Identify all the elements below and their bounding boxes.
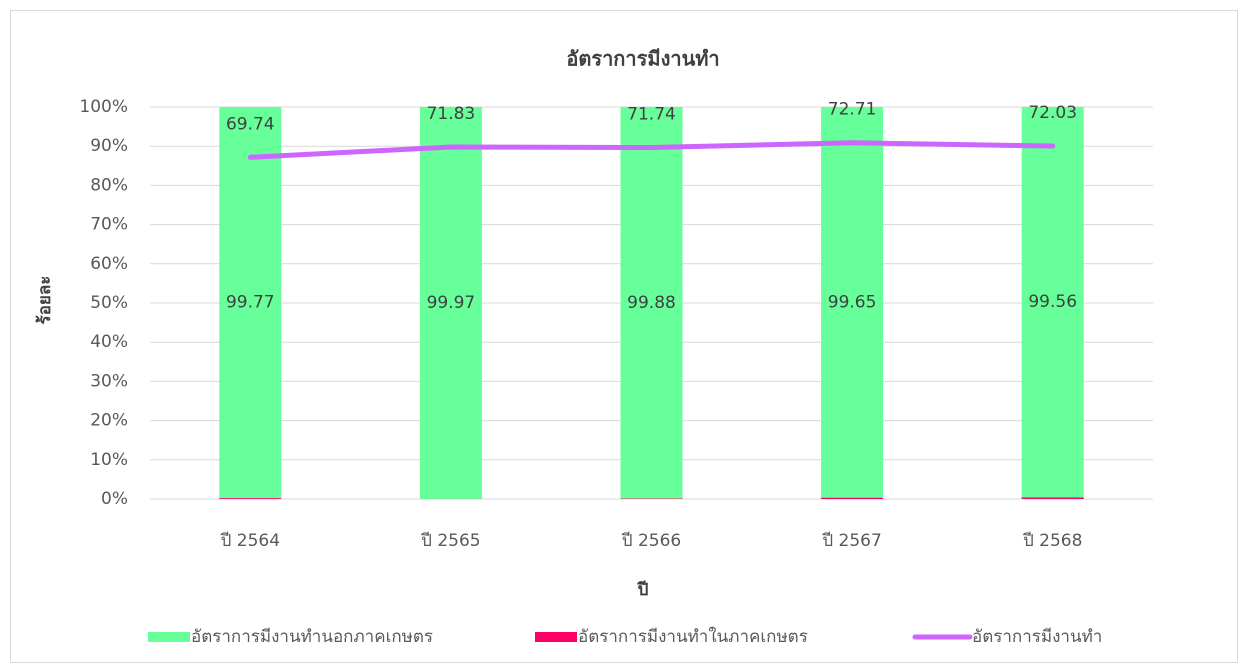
data-label: 99.97	[427, 293, 476, 313]
x-axis-title: ปี	[637, 579, 649, 600]
y-tick-label: 50%	[90, 293, 128, 313]
data-label: 99.88	[627, 293, 676, 313]
data-label: 99.56	[1028, 292, 1077, 312]
y-tick-label: 90%	[90, 136, 128, 156]
legend-swatch	[148, 632, 190, 642]
data-label: 99.65	[828, 292, 877, 312]
bar-segment	[821, 498, 883, 499]
data-label: 71.74	[627, 104, 676, 124]
bar-segment	[1022, 497, 1084, 499]
x-tick-label: ปี 2567	[821, 531, 881, 551]
y-tick-label: 10%	[90, 450, 128, 470]
x-tick-label: ปี 2568	[1022, 531, 1082, 551]
legend-swatch	[535, 632, 577, 642]
x-tick-label: ปี 2566	[621, 531, 681, 551]
y-tick-label: 100%	[79, 97, 128, 117]
data-label: 69.74	[226, 114, 275, 134]
data-label: 71.83	[427, 104, 476, 124]
y-tick-label: 80%	[90, 175, 128, 195]
y-tick-label: 20%	[90, 411, 128, 431]
x-tick-label: ปี 2565	[420, 531, 480, 551]
chart-title: อัตราการมีงานทำ	[566, 47, 719, 71]
y-tick-label: 40%	[90, 332, 128, 352]
y-tick-label: 30%	[90, 371, 128, 391]
bar-segment	[219, 498, 281, 499]
x-tick-label: ปี 2564	[220, 531, 280, 551]
legend-label: อัตราการมีงานทำนอกภาคเกษตร	[191, 627, 433, 647]
data-label: 72.03	[1028, 103, 1077, 123]
y-axis-title: ร้อยละ	[35, 276, 55, 325]
data-label: 72.71	[828, 100, 877, 120]
data-label: 99.77	[226, 293, 275, 313]
y-tick-label: 60%	[90, 254, 128, 274]
legend-label: อัตราการมีงานทำ	[972, 627, 1102, 647]
y-tick-label: 0%	[101, 489, 128, 509]
y-tick-label: 70%	[90, 215, 128, 235]
legend-label: อัตราการมีงานทำในภาคเกษตร	[578, 626, 808, 647]
